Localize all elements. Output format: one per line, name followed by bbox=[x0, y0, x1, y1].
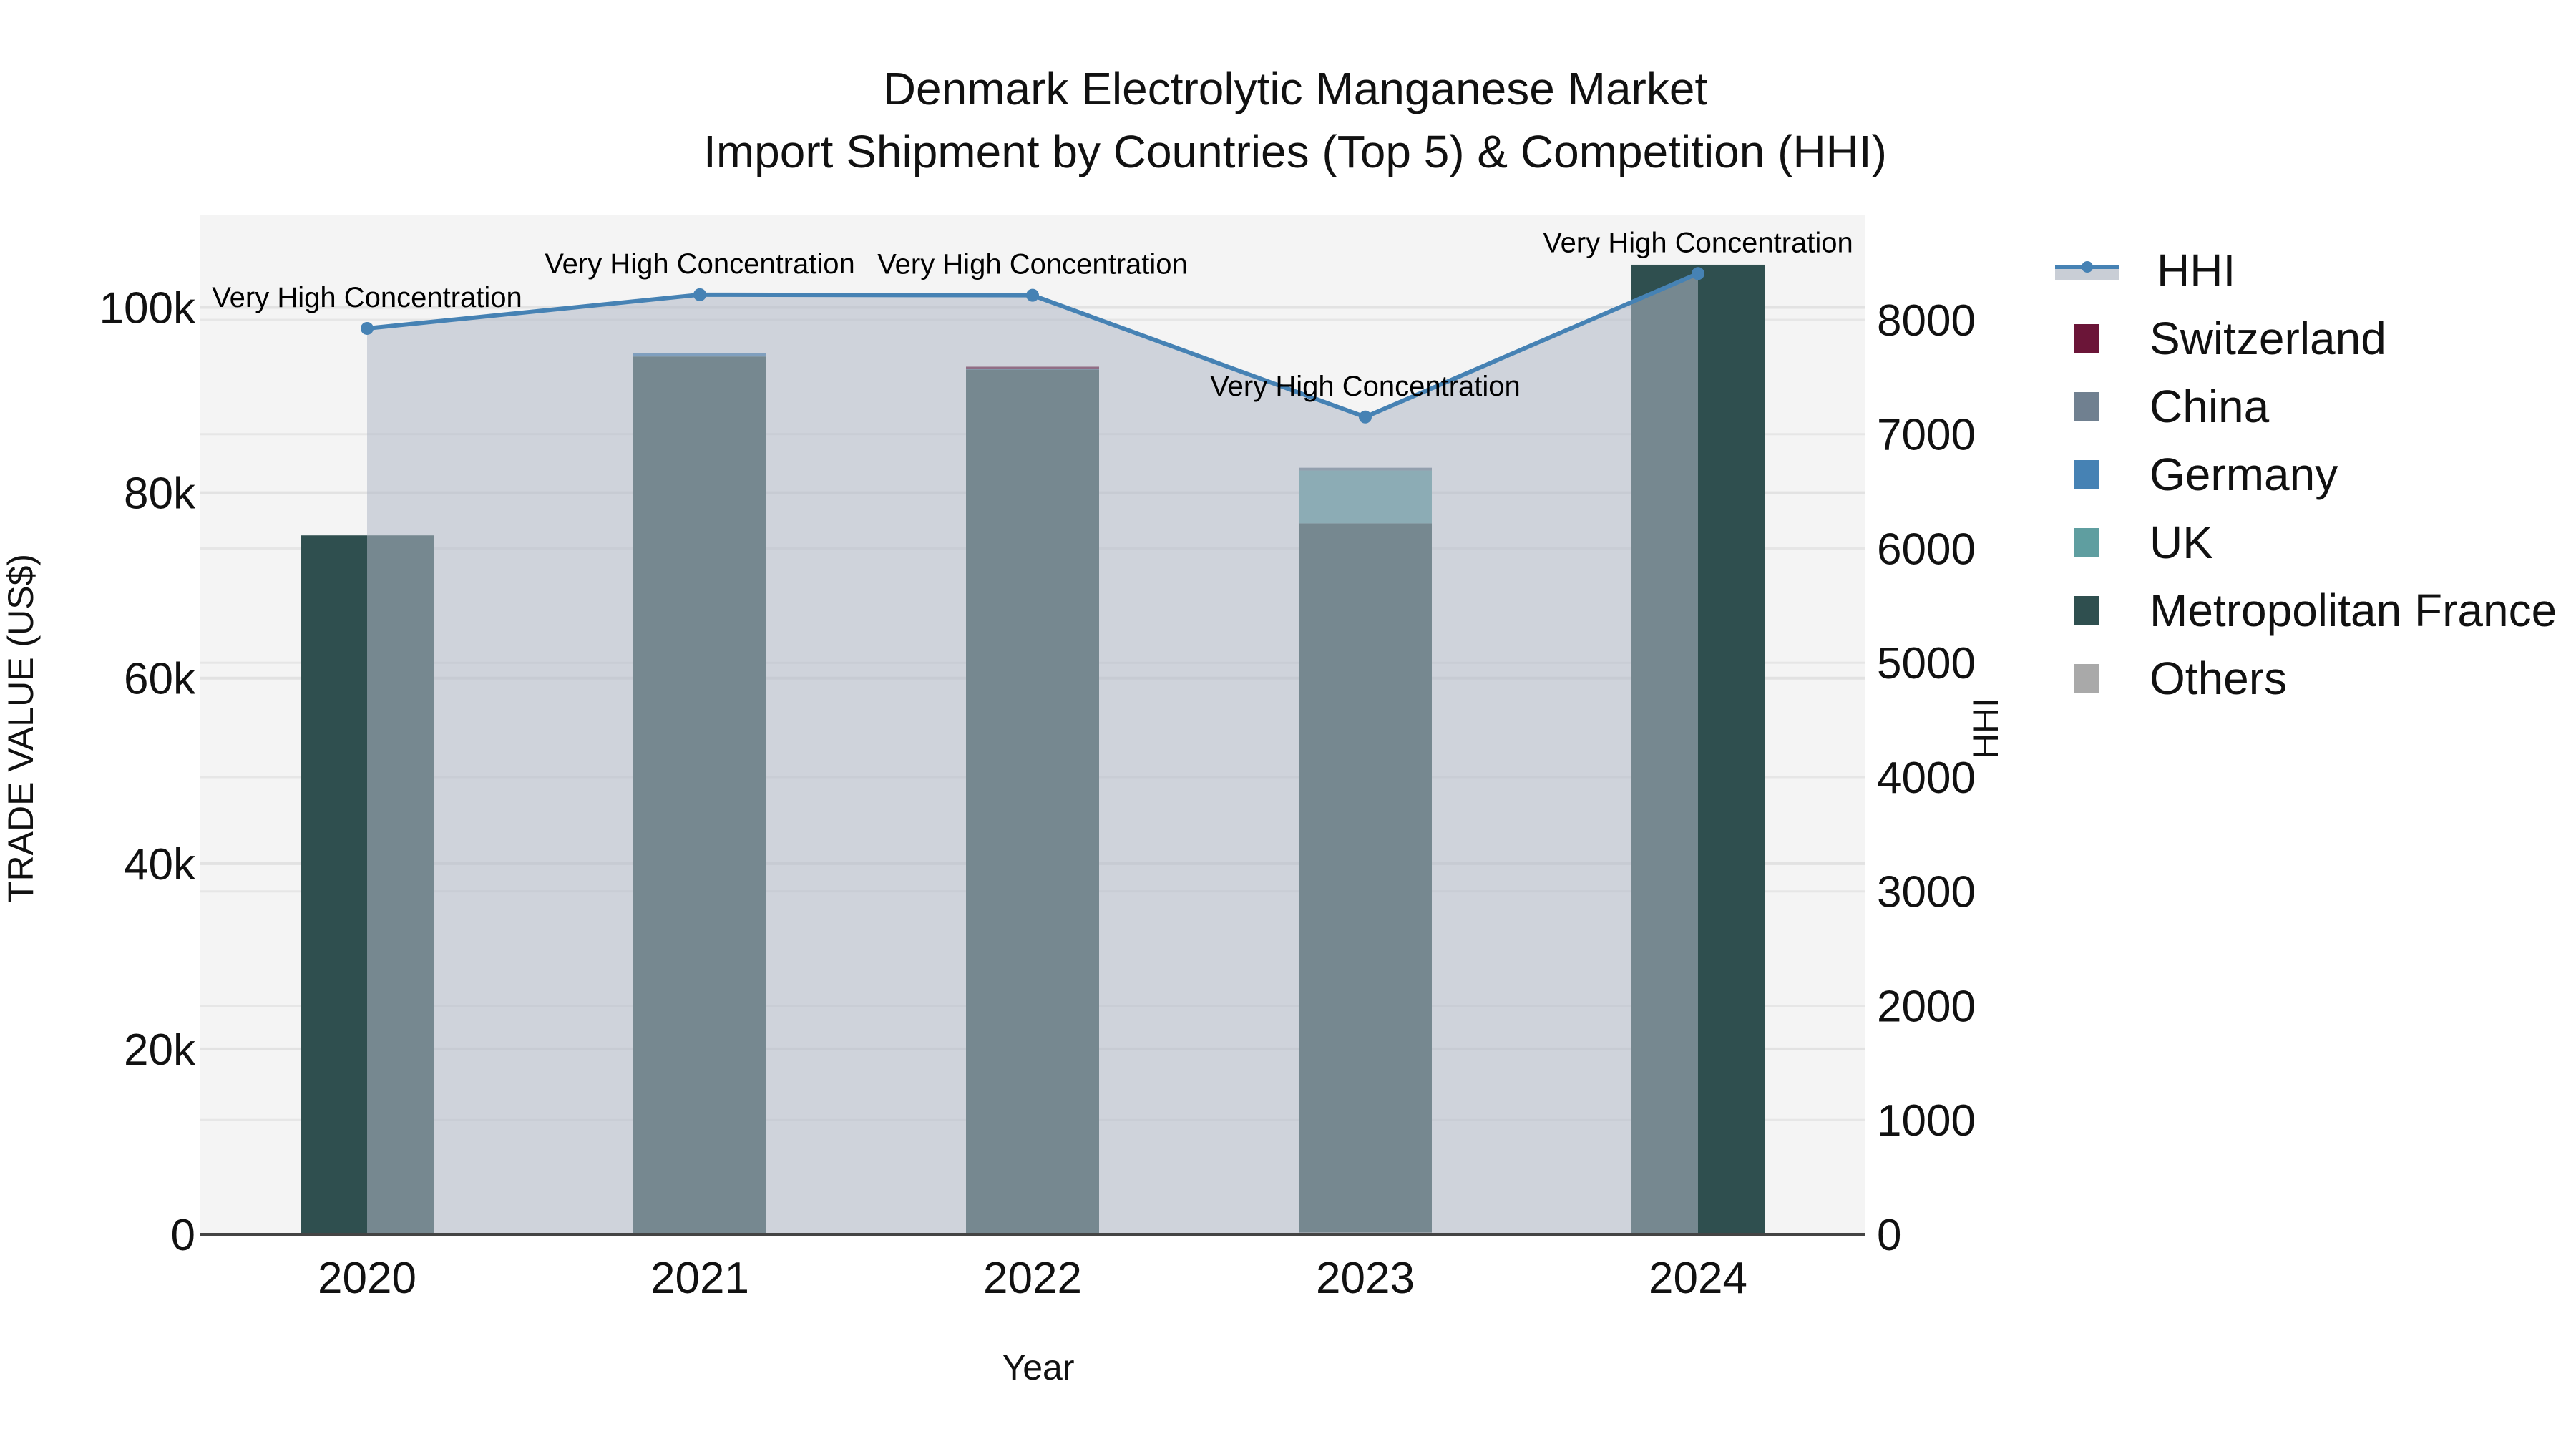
legend-item-switzerland[interactable]: Switzerland bbox=[2046, 304, 2557, 372]
y-right-tick-label: 6000 bbox=[1877, 525, 1976, 574]
x-tick-label: 2024 bbox=[1649, 1254, 1747, 1303]
color-swatch-icon bbox=[2074, 459, 2099, 489]
legend-item-metropolitan-france[interactable]: Metropolitan France bbox=[2046, 576, 2557, 644]
legend-label: HHI bbox=[2157, 244, 2236, 296]
y-right-tick-label: 7000 bbox=[1877, 411, 1976, 460]
x-tick-label: 2020 bbox=[318, 1254, 416, 1303]
y-left-tick-label: 40k bbox=[124, 840, 196, 889]
y-right-tick-label: 2000 bbox=[1877, 982, 1976, 1031]
color-swatch-icon bbox=[2074, 391, 2099, 421]
y-left-tick-label: 80k bbox=[124, 469, 196, 519]
x-tick-label: 2022 bbox=[983, 1254, 1082, 1303]
legend: HHI Switzerland China Germany UK Metropolitan… bbox=[2046, 236, 2557, 712]
hhi-marker[interactable] bbox=[1359, 410, 1372, 424]
legend-label: Switzerland bbox=[2150, 312, 2386, 364]
legend-item-others[interactable]: Others bbox=[2046, 644, 2557, 712]
legend-label: Metropolitan France bbox=[2150, 584, 2557, 636]
hhi-annotation: Very High Concentration bbox=[877, 249, 1188, 280]
legend-label: UK bbox=[2150, 516, 2213, 568]
color-swatch-icon bbox=[2074, 595, 2099, 625]
color-swatch-icon bbox=[2074, 527, 2099, 557]
chart-title-line-1: Denmark Electrolytic Manganese Market bbox=[882, 63, 1708, 114]
chart-title-line-2: Import Shipment by Countries (Top 5) & C… bbox=[703, 126, 1887, 177]
y-right-tick-label: 1000 bbox=[1877, 1096, 1976, 1146]
y-left-tick-label: 0 bbox=[171, 1211, 195, 1260]
y-left-axis-title: TRADE VALUE (US$) bbox=[1, 554, 41, 903]
line-marker-icon bbox=[2055, 260, 2119, 281]
x-tick-label: 2023 bbox=[1316, 1254, 1415, 1303]
legend-label: Germany bbox=[2150, 448, 2338, 500]
y-right-tick-label: 3000 bbox=[1877, 868, 1976, 917]
legend-label: Others bbox=[2150, 652, 2288, 704]
y-right-axis-title: HHI bbox=[1966, 698, 2006, 759]
x-axis-title: Year bbox=[1002, 1347, 1074, 1387]
color-swatch-icon bbox=[2074, 663, 2099, 693]
y-right-tick-label: 0 bbox=[1877, 1211, 1901, 1260]
y-left-tick-label: 20k bbox=[124, 1025, 196, 1075]
hhi-annotation: Very High Concentration bbox=[1210, 371, 1521, 402]
legend-item-hhi[interactable]: HHI bbox=[2046, 236, 2557, 304]
hhi-annotation: Very High Concentration bbox=[212, 282, 522, 313]
legend-label: China bbox=[2150, 380, 2270, 432]
hhi-annotation: Very High Concentration bbox=[545, 248, 855, 280]
y-left-tick-label: 100k bbox=[99, 284, 196, 333]
hhi-area-fill bbox=[367, 273, 1698, 1235]
x-tick-label: 2021 bbox=[650, 1254, 749, 1303]
y-right-tick-label: 5000 bbox=[1877, 639, 1976, 688]
legend-item-china[interactable]: China bbox=[2046, 372, 2557, 440]
hhi-marker[interactable] bbox=[1692, 267, 1704, 280]
hhi-marker[interactable] bbox=[1026, 288, 1039, 302]
color-swatch-icon bbox=[2074, 323, 2099, 353]
hhi-marker[interactable] bbox=[693, 288, 706, 301]
y-right-tick-label: 4000 bbox=[1877, 753, 1976, 803]
hhi-annotation: Very High Concentration bbox=[1543, 227, 1853, 258]
y-left-tick-label: 60k bbox=[124, 655, 196, 704]
hhi-marker[interactable] bbox=[361, 321, 374, 335]
legend-item-germany[interactable]: Germany bbox=[2046, 440, 2557, 508]
y-right-tick-label: 8000 bbox=[1877, 296, 1976, 346]
legend-item-uk[interactable]: UK bbox=[2046, 508, 2557, 576]
